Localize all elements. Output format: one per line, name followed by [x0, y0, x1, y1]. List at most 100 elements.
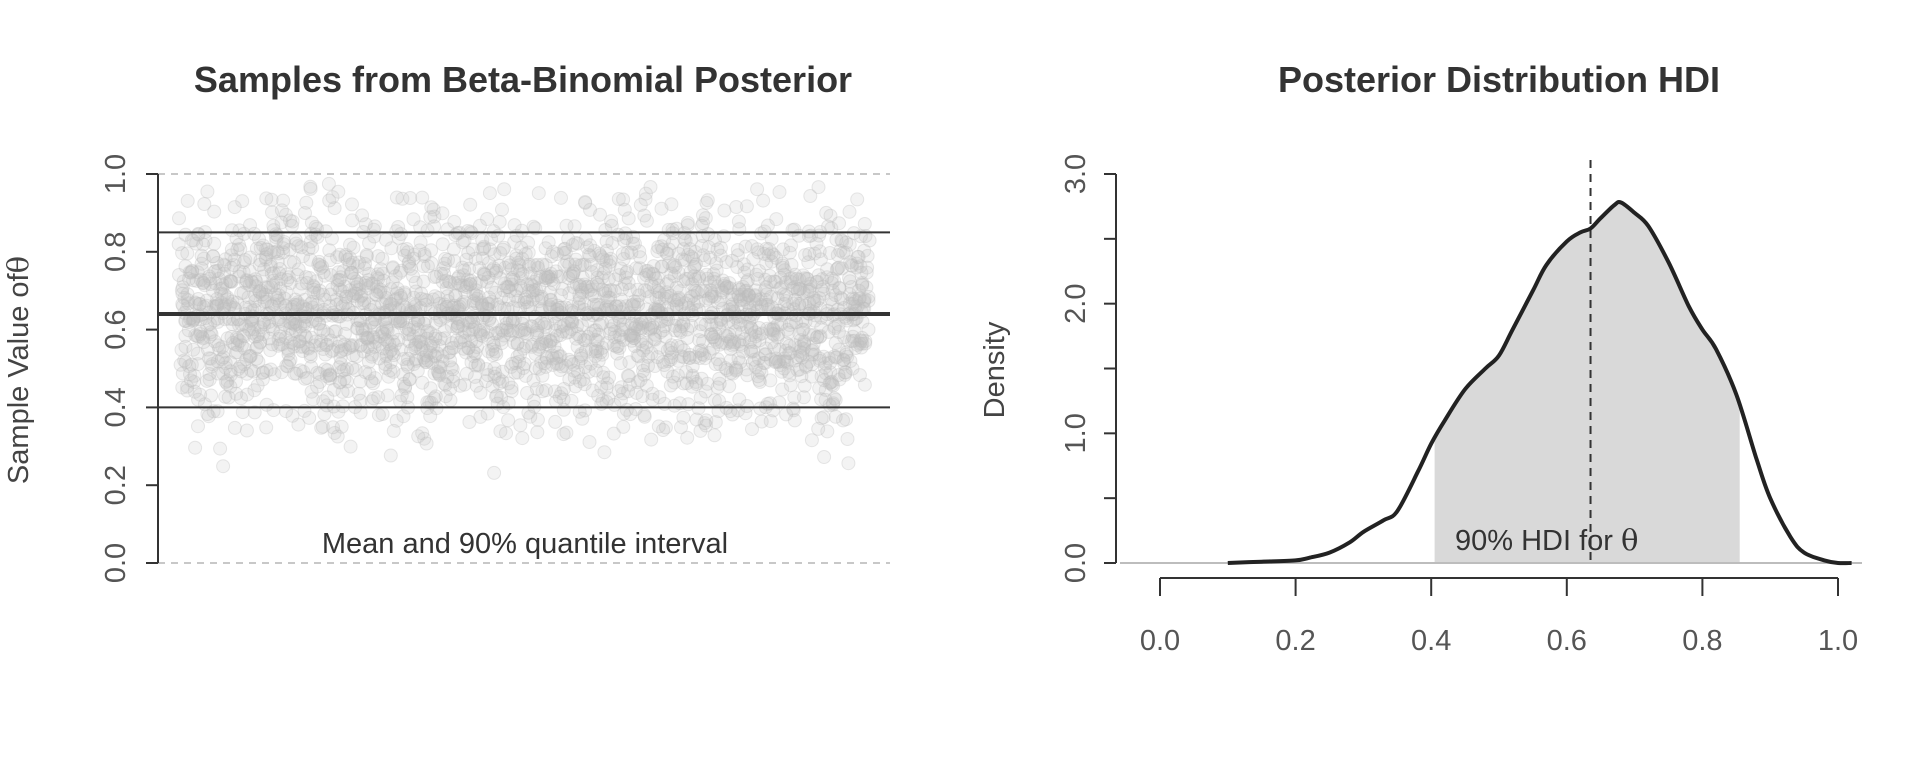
- scatter-point: [225, 223, 240, 238]
- scatter-point: [379, 322, 394, 337]
- scatter-point: [226, 258, 241, 273]
- scatter-point: [302, 410, 317, 425]
- scatter-point: [427, 219, 442, 234]
- scatter-point: [412, 334, 427, 349]
- scatter-point: [221, 390, 236, 405]
- scatter-point: [293, 339, 308, 354]
- scatter-point: [185, 264, 200, 279]
- scatter-point: [384, 297, 399, 312]
- scatter-point: [322, 253, 337, 268]
- scatter-point: [172, 211, 186, 226]
- scatter-point: [201, 409, 216, 424]
- scatter-point: [365, 347, 380, 362]
- scatter-point: [200, 373, 214, 388]
- scatter-point: [345, 197, 359, 212]
- scatter-point: [548, 414, 563, 429]
- scatter-point: [312, 254, 327, 269]
- scatter-point: [237, 341, 252, 356]
- scatter-point: [359, 248, 374, 262]
- scatter-point: [842, 204, 857, 219]
- scatter-point: [350, 321, 365, 336]
- scatter-point: [242, 278, 257, 293]
- scatter-point: [212, 271, 226, 286]
- scatter-point: [305, 295, 320, 309]
- scatter-point: [355, 328, 370, 343]
- scatter-point: [377, 327, 392, 342]
- scatter-point: [267, 245, 282, 260]
- right-x-ticks: 0.0 0.2 0.4 0.6 0.8 1.0: [1140, 578, 1858, 657]
- scatter-point: [288, 292, 303, 307]
- scatter-point: [194, 248, 209, 263]
- scatter-point: [402, 322, 416, 337]
- scatter-point: [375, 325, 389, 340]
- scatter-point: [302, 271, 317, 285]
- scatter-point: [322, 368, 337, 383]
- scatter-point: [420, 395, 435, 410]
- scatter-point: [233, 242, 248, 256]
- scatter-point: [402, 259, 417, 274]
- scatter-point: [501, 413, 516, 428]
- scatter-point: [389, 291, 404, 306]
- scatter-point: [265, 322, 280, 337]
- scatter-point: [265, 205, 279, 220]
- scatter-point: [480, 406, 495, 421]
- scatter-point: [530, 412, 545, 427]
- left-y-tick-label: 1.0: [100, 154, 132, 194]
- scatter-point: [644, 432, 659, 447]
- scatter-point: [492, 214, 507, 229]
- scatter-point: [253, 335, 267, 350]
- scatter-point: [417, 247, 432, 262]
- scatter-point: [269, 275, 284, 290]
- right-x-tick-label: 0.0: [1140, 625, 1180, 657]
- scatter-point: [229, 330, 244, 345]
- scatter-point: [220, 331, 235, 346]
- scatter-point: [310, 297, 325, 312]
- scatter-point: [338, 296, 353, 311]
- scatter-point: [296, 339, 311, 354]
- scatter-point: [307, 338, 322, 353]
- scatter-point: [419, 436, 434, 451]
- scatter-point: [354, 288, 369, 303]
- scatter-point: [330, 278, 345, 293]
- scatter-point: [680, 215, 695, 230]
- scatter-point: [327, 324, 342, 339]
- scatter-point: [242, 349, 257, 363]
- scatter-point: [337, 371, 352, 386]
- scatter-point: [353, 405, 368, 420]
- scatter-point: [244, 316, 259, 331]
- scatter-point: [419, 325, 434, 340]
- scatter-point: [319, 369, 334, 384]
- scatter-point: [331, 265, 346, 280]
- scatter-point: [378, 360, 393, 375]
- scatter-point: [680, 330, 695, 345]
- scatter-point: [399, 321, 414, 336]
- scatter-point: [722, 379, 737, 394]
- scatter-point: [207, 236, 222, 251]
- scatter-point: [316, 342, 331, 356]
- scatter-point: [234, 391, 248, 406]
- scatter-point: [786, 401, 801, 416]
- scatter-point: [388, 293, 403, 307]
- scatter-point: [183, 367, 197, 382]
- scatter-point: [324, 344, 339, 359]
- scatter-point: [273, 324, 288, 339]
- scatter-point: [366, 330, 381, 345]
- scatter-point: [346, 348, 361, 363]
- scatter-point: [272, 262, 287, 276]
- scatter-point: [210, 256, 225, 270]
- scatter-point: [578, 403, 592, 418]
- scatter-point: [397, 287, 412, 302]
- scatter-point: [337, 363, 351, 378]
- scatter-point: [423, 345, 438, 360]
- scatter-point: [197, 273, 212, 288]
- scatter-point: [428, 331, 443, 346]
- scatter-point: [374, 262, 388, 277]
- scatter-point: [395, 298, 410, 313]
- scatter-point: [216, 459, 231, 474]
- scatter-point: [294, 240, 309, 255]
- scatter-point: [246, 364, 261, 379]
- scatter-point: [237, 226, 251, 241]
- scatter-point: [756, 193, 771, 208]
- scatter-point: [313, 322, 328, 337]
- right-x-tick-label: 0.6: [1547, 625, 1587, 657]
